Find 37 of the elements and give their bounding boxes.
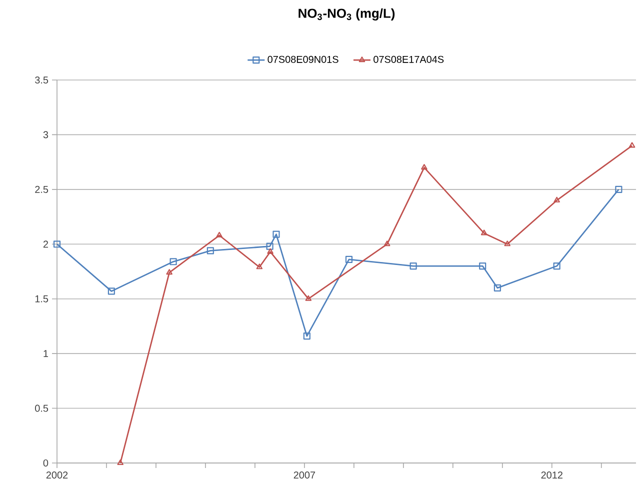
point [494, 284, 501, 292]
y-tick-label: 3.5 [35, 76, 48, 84]
y-tick-label: 1.5 [35, 295, 48, 302]
point [266, 242, 274, 250]
point [479, 262, 486, 270]
y-tick-label: 0.5 [35, 404, 48, 412]
point [267, 248, 274, 254]
point [272, 230, 280, 238]
point [504, 240, 510, 246]
y-tick-label: 3 [43, 131, 48, 138]
point [303, 332, 310, 340]
y-tick-label: 0 [43, 459, 48, 467]
x-tick-label: 2002 [46, 472, 68, 479]
y-tick-label: 1 [44, 350, 48, 357]
point [53, 240, 61, 248]
point [108, 288, 115, 295]
point [384, 240, 390, 246]
x-tick-label: 2007 [294, 472, 316, 479]
point [256, 264, 263, 270]
point [206, 247, 214, 254]
chart-title: NO$_{3}$-NO$_{3}$ (mg/L) [298, 8, 395, 21]
y-tick-label: 2.5 [35, 186, 48, 193]
point [216, 232, 222, 238]
point [554, 196, 560, 202]
point [553, 262, 560, 270]
point [410, 262, 417, 270]
y-tick-label: 2 [43, 240, 48, 248]
point [305, 295, 312, 301]
point [615, 186, 622, 193]
legend-label: 07S08E09N01S [268, 56, 338, 63]
point [480, 230, 488, 236]
point [166, 269, 172, 275]
point [345, 256, 353, 263]
point [421, 164, 428, 170]
point [170, 258, 177, 266]
x-tick-label: 2012 [541, 472, 562, 479]
legend-label: 07S08E17A04S [374, 56, 444, 63]
